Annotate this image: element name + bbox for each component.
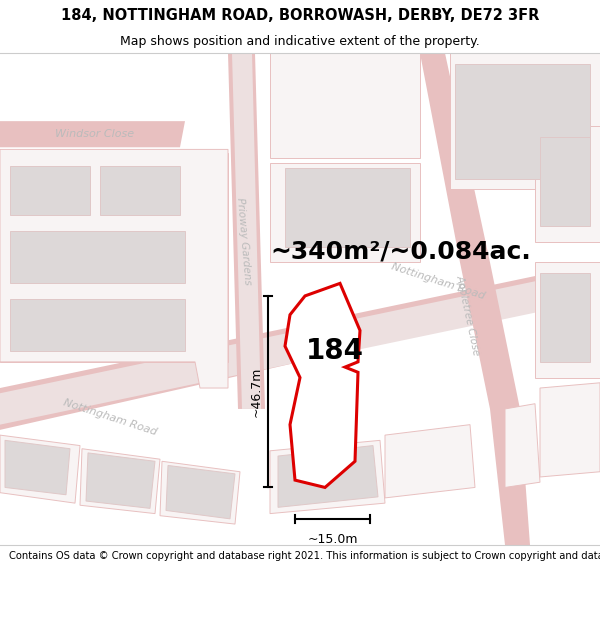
Polygon shape	[535, 262, 600, 378]
Polygon shape	[450, 53, 600, 189]
Polygon shape	[86, 453, 155, 508]
Polygon shape	[100, 166, 180, 216]
Polygon shape	[0, 152, 70, 221]
Polygon shape	[455, 64, 590, 179]
Polygon shape	[0, 435, 80, 503]
Polygon shape	[0, 262, 600, 430]
Polygon shape	[540, 382, 600, 477]
Polygon shape	[0, 121, 185, 148]
Polygon shape	[140, 152, 228, 221]
Text: Contains OS data © Crown copyright and database right 2021. This information is : Contains OS data © Crown copyright and d…	[9, 551, 600, 561]
Polygon shape	[0, 294, 70, 362]
Polygon shape	[70, 221, 140, 294]
Text: Nottingham Road: Nottingham Road	[62, 398, 158, 437]
Polygon shape	[140, 294, 228, 362]
Text: Nottingham Road: Nottingham Road	[390, 261, 486, 301]
Text: 184, NOTTINGHAM ROAD, BORROWASH, DERBY, DE72 3FR: 184, NOTTINGHAM ROAD, BORROWASH, DERBY, …	[61, 8, 539, 23]
Polygon shape	[270, 441, 385, 514]
Text: 184: 184	[306, 338, 364, 366]
Polygon shape	[385, 424, 475, 498]
Polygon shape	[140, 221, 228, 294]
Polygon shape	[0, 268, 600, 424]
Text: Windsor Close: Windsor Close	[55, 129, 134, 139]
Polygon shape	[420, 53, 530, 545]
Polygon shape	[270, 163, 420, 262]
Polygon shape	[270, 53, 420, 158]
Polygon shape	[535, 126, 600, 241]
Polygon shape	[5, 441, 70, 495]
Text: Appletree Close: Appletree Close	[455, 274, 481, 356]
Polygon shape	[166, 466, 235, 519]
Polygon shape	[232, 53, 261, 409]
Text: ~340m²/~0.084ac.: ~340m²/~0.084ac.	[270, 240, 531, 264]
Text: ~15.0m: ~15.0m	[307, 534, 358, 546]
Polygon shape	[10, 166, 90, 216]
Text: Prioway Gardens: Prioway Gardens	[235, 198, 253, 286]
Polygon shape	[160, 461, 240, 524]
Polygon shape	[0, 221, 70, 294]
Polygon shape	[285, 283, 360, 488]
Polygon shape	[10, 299, 185, 351]
Polygon shape	[70, 152, 140, 221]
Polygon shape	[540, 137, 590, 226]
Polygon shape	[70, 294, 140, 362]
Polygon shape	[285, 168, 410, 247]
Polygon shape	[540, 273, 590, 362]
Polygon shape	[0, 149, 228, 388]
Polygon shape	[10, 231, 185, 283]
Polygon shape	[80, 449, 160, 514]
Text: Map shows position and indicative extent of the property.: Map shows position and indicative extent…	[120, 35, 480, 48]
Text: ~46.7m: ~46.7m	[250, 366, 263, 417]
Polygon shape	[228, 53, 265, 409]
Polygon shape	[278, 446, 378, 508]
Polygon shape	[505, 404, 540, 488]
